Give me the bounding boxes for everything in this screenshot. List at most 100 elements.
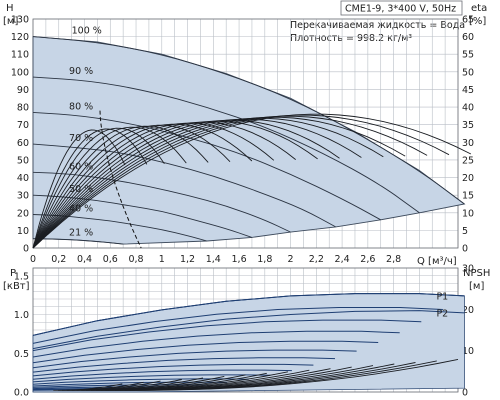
power-curve (32, 340, 379, 364)
eta-tick-label: 60 (462, 32, 474, 43)
power-curve (32, 369, 292, 380)
head-panel-plot: 100 %90 %80 %70 %60 %50 %40 %21 % (32, 26, 472, 249)
density-label: Плотность = 998.2 кг/м³ (290, 33, 412, 44)
speed-label: 90 % (69, 66, 93, 77)
h-tick-label: 70 (17, 120, 29, 131)
h-tick-label: 100 (11, 67, 29, 78)
npsh-tick-label: 20 (462, 305, 474, 316)
series-label-p2: P2 (436, 308, 448, 319)
head-curve-40pct (32, 214, 208, 242)
power-curve (32, 307, 443, 344)
p-axis-unit: [кВт] (3, 281, 30, 292)
speed-label: 21 % (69, 228, 93, 239)
efficiency-curve (32, 129, 126, 249)
eta-tick-label: 65 (462, 15, 474, 26)
efficiency-curve (32, 123, 253, 249)
efficiency-curve (32, 121, 296, 249)
x-tick-label: 1,6 (232, 254, 247, 265)
h-tick-label: 90 (17, 85, 29, 96)
speed-label: 100 % (72, 26, 102, 37)
efficiency-curve (32, 116, 406, 249)
power-curve (32, 378, 249, 385)
h-tick-label: 0 (23, 244, 29, 255)
power-curve (32, 374, 271, 383)
efficiency-curve (32, 120, 318, 249)
efficiency-curve (32, 127, 165, 249)
p-tick-label: 1.0 (14, 310, 29, 321)
x-tick-label: 0,2 (51, 254, 66, 265)
npsh-axis-label: NPSH (463, 268, 490, 279)
eta-tick-label: 40 (462, 103, 474, 114)
power-curve (32, 363, 314, 377)
x-tick-label: 2,8 (386, 254, 401, 265)
h-tick-label: 120 (11, 32, 29, 43)
pump-label: CME1-9, 3*400 V, 50Hz (345, 4, 456, 15)
eta-tick-label: 10 (462, 208, 474, 219)
efficiency-curve (32, 114, 450, 249)
x-tick-label: 2 (288, 254, 294, 265)
h-axis-unit: [м] (3, 16, 18, 27)
min-flow-limit-curve (99, 110, 142, 249)
p-tick-label: 1.5 (14, 271, 29, 282)
h-tick-label: 10 (17, 226, 29, 237)
head-curve-100pct (32, 36, 465, 205)
power-curve-p1 (32, 293, 465, 336)
efficiency-curve (32, 118, 362, 249)
h-tick-label: 20 (17, 208, 29, 219)
efficiency-curve (32, 126, 187, 249)
eta-tick-label: 50 (462, 67, 474, 78)
x-tick-label: 0,6 (103, 254, 118, 265)
h-tick-label: 40 (17, 173, 29, 184)
efficiency-curve (32, 122, 275, 249)
speed-label: 80 % (69, 101, 93, 112)
x-tick-label: 0,4 (77, 254, 92, 265)
x-tick-label: 1,8 (257, 254, 272, 265)
head-curve-70pct (32, 143, 336, 228)
h-tick-label: 80 (17, 103, 29, 114)
h-tick-label: 30 (17, 191, 29, 202)
h-tick-label: 60 (17, 138, 29, 149)
efficiency-curve (32, 115, 428, 249)
series-label-p1: P1 (436, 291, 448, 302)
speed-label: 50 % (69, 184, 93, 195)
head-curve-90pct (32, 76, 420, 214)
eta-tick-label: 0 (462, 244, 468, 255)
header-box: CME1-9, 3*400 V, 50Hz (340, 0, 463, 16)
power-curve-p2 (32, 310, 465, 350)
x-tick-label: 1 (159, 254, 165, 265)
x-tick-label: 1,2 (180, 254, 195, 265)
h-tick-label: 110 (11, 50, 29, 61)
efficiency-curve (32, 113, 472, 249)
power-curve (32, 357, 336, 373)
npsh-axis-unit: [м] (469, 281, 484, 292)
x-tick-label: 1,4 (206, 254, 221, 265)
h-tick-label: 50 (17, 155, 29, 166)
p-tick-label: 0.0 (14, 388, 29, 399)
eta-tick-label: 45 (462, 85, 474, 96)
eta-tick-label: 35 (462, 120, 474, 131)
power-curve (32, 349, 357, 369)
eta-tick-label: 55 (462, 50, 474, 61)
efficiency-curve (32, 125, 209, 249)
efficiency-curve (32, 128, 148, 249)
x-tick-label: 0 (30, 254, 36, 265)
eta-tick-label: 15 (462, 191, 474, 202)
speed-label: 70 % (69, 133, 93, 144)
eta-axis-label: eta (471, 3, 487, 14)
h-axis-label: H (6, 3, 14, 14)
efficiency-curve (32, 119, 340, 249)
power-curve (32, 330, 400, 358)
npsh-curve (53, 383, 123, 391)
x-tick-label: 0,8 (128, 254, 143, 265)
p-tick-label: 0.5 (14, 349, 29, 360)
speed-label: 40 % (69, 204, 93, 215)
x-tick-label: 2,2 (309, 254, 324, 265)
operating-envelope (32, 36, 466, 245)
x-tick-label: 2,6 (360, 254, 375, 265)
eta-tick-label: 30 (462, 138, 474, 149)
npsh-tick-label: 30 (462, 264, 474, 275)
eta-tick-label: 20 (462, 173, 474, 184)
eta-axis-unit: [%] (469, 16, 486, 27)
